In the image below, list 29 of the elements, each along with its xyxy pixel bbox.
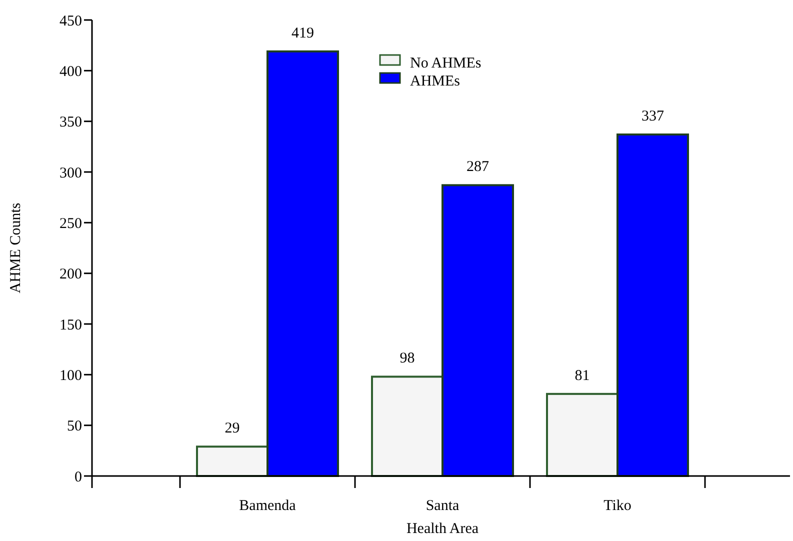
y-tick-label: 300 bbox=[60, 165, 82, 182]
legend-label: No AHMEs bbox=[410, 55, 482, 72]
data-label: 419 bbox=[292, 25, 314, 42]
bar bbox=[616, 134, 689, 477]
y-tick-label: 150 bbox=[60, 317, 82, 334]
data-label: 337 bbox=[642, 108, 664, 125]
x-tick-label: Santa bbox=[426, 498, 460, 514]
bar bbox=[442, 184, 514, 477]
data-label: 81 bbox=[574, 368, 590, 384]
data-label: 287 bbox=[466, 159, 490, 176]
x-tick-label: Tiko bbox=[604, 498, 632, 514]
bar bbox=[196, 446, 268, 477]
y-tick-label: 350 bbox=[60, 114, 82, 131]
y-tick-label: 200 bbox=[60, 266, 82, 283]
bar bbox=[546, 392, 618, 477]
y-tick-label: 100 bbox=[60, 368, 82, 384]
bar bbox=[266, 50, 339, 477]
x-tick-label: Bamenda bbox=[239, 498, 296, 514]
y-tick-label: 0 bbox=[74, 469, 82, 486]
y-tick-label: 450 bbox=[60, 13, 82, 30]
data-label: 98 bbox=[400, 350, 415, 367]
bar bbox=[371, 376, 444, 477]
y-tick-label: 250 bbox=[60, 216, 82, 232]
legend-label: AHMEs bbox=[410, 73, 460, 90]
x-axis-title: Health Area bbox=[406, 521, 479, 537]
y-tick-label: 400 bbox=[60, 64, 82, 80]
y-tick-label: 50 bbox=[67, 418, 82, 435]
y-axis-title: AHME Counts bbox=[8, 202, 24, 294]
data-label: 29 bbox=[224, 420, 240, 437]
